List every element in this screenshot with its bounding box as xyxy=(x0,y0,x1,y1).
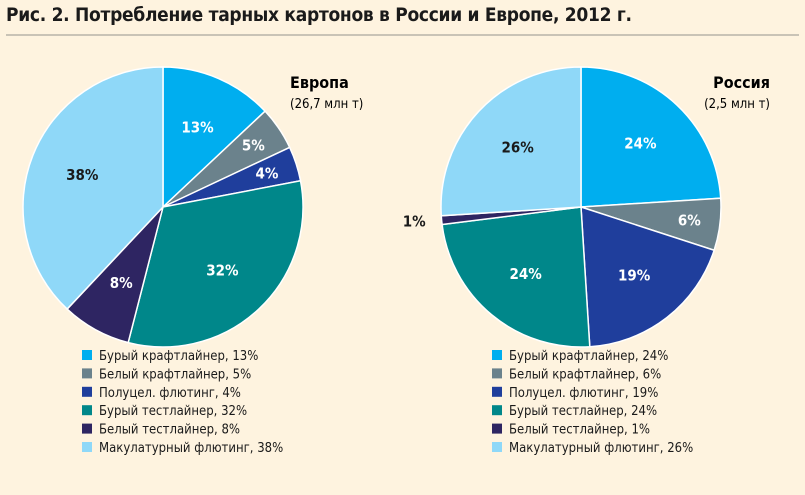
legend-europe-label-brown_kraftliner: Бурый крафтлайнер, 13% xyxy=(99,349,258,364)
pie-europe-subtitle: (26,7 млн т) xyxy=(290,97,363,112)
legend-russia-label-brown_testliner: Бурый тестлайнер, 24% xyxy=(509,404,657,419)
pie-europe: 13% Бурый крафтлайнер, 13% 5% Белый крафтла… xyxy=(22,66,363,456)
pie-europe-label-white_testliner: 8% xyxy=(110,274,133,292)
pie-europe-label-brown_kraftliner: 13% xyxy=(181,118,214,136)
pie-russia-label-white_kraftliner: 6% xyxy=(678,212,701,230)
legend-europe-swatch-recycled_fluting xyxy=(82,442,92,452)
pie-russia-slice-brown_testliner xyxy=(441,206,591,348)
legend-russia-label-white_testliner: Белый тестлайнер, 1% xyxy=(509,423,650,438)
pie-europe-label-semichem_fluting: 4% xyxy=(255,164,278,182)
title-rule xyxy=(6,34,799,36)
pie-russia-label-semichem_fluting: 19% xyxy=(618,267,651,285)
legend-russia-swatch-recycled_fluting xyxy=(492,442,502,452)
legend-russia-label-brown_kraftliner: Бурый крафтлайнер, 24% xyxy=(509,349,668,364)
legend-russia-label-recycled_fluting: Макулатурный флютинг, 26% xyxy=(509,441,693,456)
pie-europe-label-white_kraftliner: 5% xyxy=(242,137,265,155)
pie-russia: 24% Бурый крафтлайнер, 24% 6% Белый крафтла… xyxy=(403,66,770,456)
legend-russia-swatch-semichem_fluting xyxy=(492,386,502,397)
pie-europe-slice-recycled_fluting xyxy=(22,66,164,311)
legend-europe-label-white_kraftliner: Белый крафтлайнер, 5% xyxy=(99,367,251,382)
legend-europe-swatch-brown_testliner xyxy=(82,405,92,416)
pie-russia-subtitle: (2,5 млн т) xyxy=(704,97,770,112)
pie-russia-label-brown_kraftliner: 24% xyxy=(624,135,657,153)
legend-europe-swatch-white_kraftliner xyxy=(82,368,92,379)
pie-russia-slice-recycled_fluting xyxy=(440,66,582,217)
pie-europe-label-recycled_fluting: 38% xyxy=(66,166,99,184)
pie-russia-title: Россия xyxy=(713,73,770,92)
legend-europe-label-recycled_fluting: Макулатурный флютинг, 38% xyxy=(99,441,283,456)
pie-europe-slice-brown_kraftliner xyxy=(162,66,267,209)
pie-russia-label-white_testliner: 1% xyxy=(403,213,426,231)
pie-russia-label-brown_testliner: 24% xyxy=(510,265,543,283)
pie-europe-title: Европа xyxy=(290,73,349,92)
pie-russia-label-recycled_fluting: 26% xyxy=(502,139,535,157)
pie-russia-slice-semichem_fluting xyxy=(580,205,716,348)
legend-russia-swatch-white_testliner xyxy=(492,423,502,434)
legend-europe-swatch-brown_kraftliner xyxy=(82,350,92,360)
pie-europe-slice-brown_testliner xyxy=(127,179,304,348)
legend-europe-swatch-white_testliner xyxy=(82,423,92,434)
legend-europe-label-white_testliner: Белый тестлайнер, 8% xyxy=(99,423,240,438)
legend-russia-swatch-brown_kraftliner xyxy=(492,350,502,360)
legend-russia-label-white_kraftliner: Белый крафтлайнер, 6% xyxy=(509,367,661,382)
pie-europe-label-brown_testliner: 32% xyxy=(206,261,239,279)
figure-title: Рис. 2. Потребление тарных картонов в Ро… xyxy=(6,4,632,26)
legend-russia-label-semichem_fluting: Полуцел. флютинг, 19% xyxy=(509,386,658,401)
legend-europe-swatch-semichem_fluting xyxy=(82,386,92,397)
legend-russia-swatch-brown_testliner xyxy=(492,405,502,416)
legend-russia-swatch-white_kraftliner xyxy=(492,368,502,379)
legend-europe-label-brown_testliner: Бурый тестлайнер, 32% xyxy=(99,404,247,419)
pie-russia-slice-brown_kraftliner xyxy=(580,66,722,208)
legend-europe-label-semichem_fluting: Полуцел. флютинг, 4% xyxy=(99,386,241,401)
